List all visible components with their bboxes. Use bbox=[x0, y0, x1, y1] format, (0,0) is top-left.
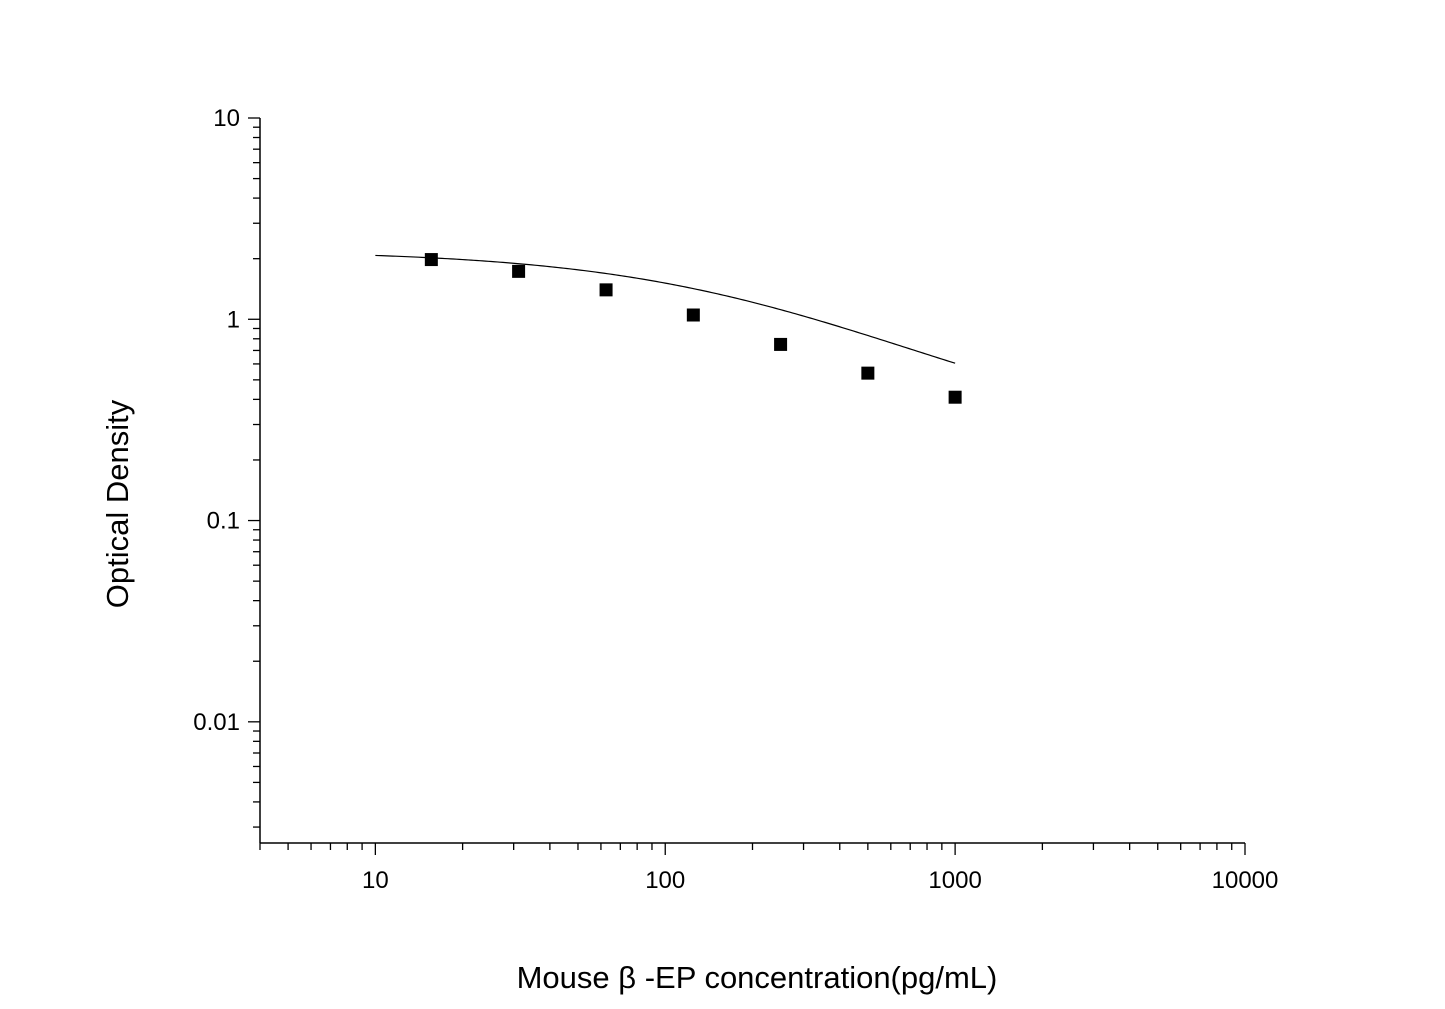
y-tick-label: 10 bbox=[213, 105, 240, 132]
data-point bbox=[774, 337, 788, 351]
y-tick-label: 1 bbox=[227, 306, 240, 333]
x-tick-label: 10 bbox=[362, 867, 389, 894]
data-point bbox=[948, 390, 962, 404]
y-tick-label: 0.01 bbox=[193, 709, 240, 736]
data-point bbox=[686, 308, 700, 322]
axis-ticks bbox=[248, 117, 1246, 855]
data-point bbox=[599, 283, 613, 297]
fit-curve bbox=[375, 254, 956, 364]
data-point bbox=[861, 366, 875, 380]
x-tick-label: 1000 bbox=[928, 867, 981, 894]
x-tick-label: 10000 bbox=[1212, 867, 1279, 894]
x-axis-title: Mouse β -EP concentration(pg/mL) bbox=[517, 960, 998, 995]
y-axis-title: Optical Density bbox=[100, 399, 135, 608]
axes bbox=[259, 118, 1245, 844]
data-point bbox=[512, 264, 526, 278]
data-point bbox=[424, 253, 438, 267]
tick-labels: 10 100 1000 10000 10 1 0.1 0.01 bbox=[193, 105, 1278, 894]
data-points bbox=[424, 253, 962, 404]
y-tick-label: 0.1 bbox=[207, 508, 240, 535]
x-tick-label: 100 bbox=[645, 867, 685, 894]
